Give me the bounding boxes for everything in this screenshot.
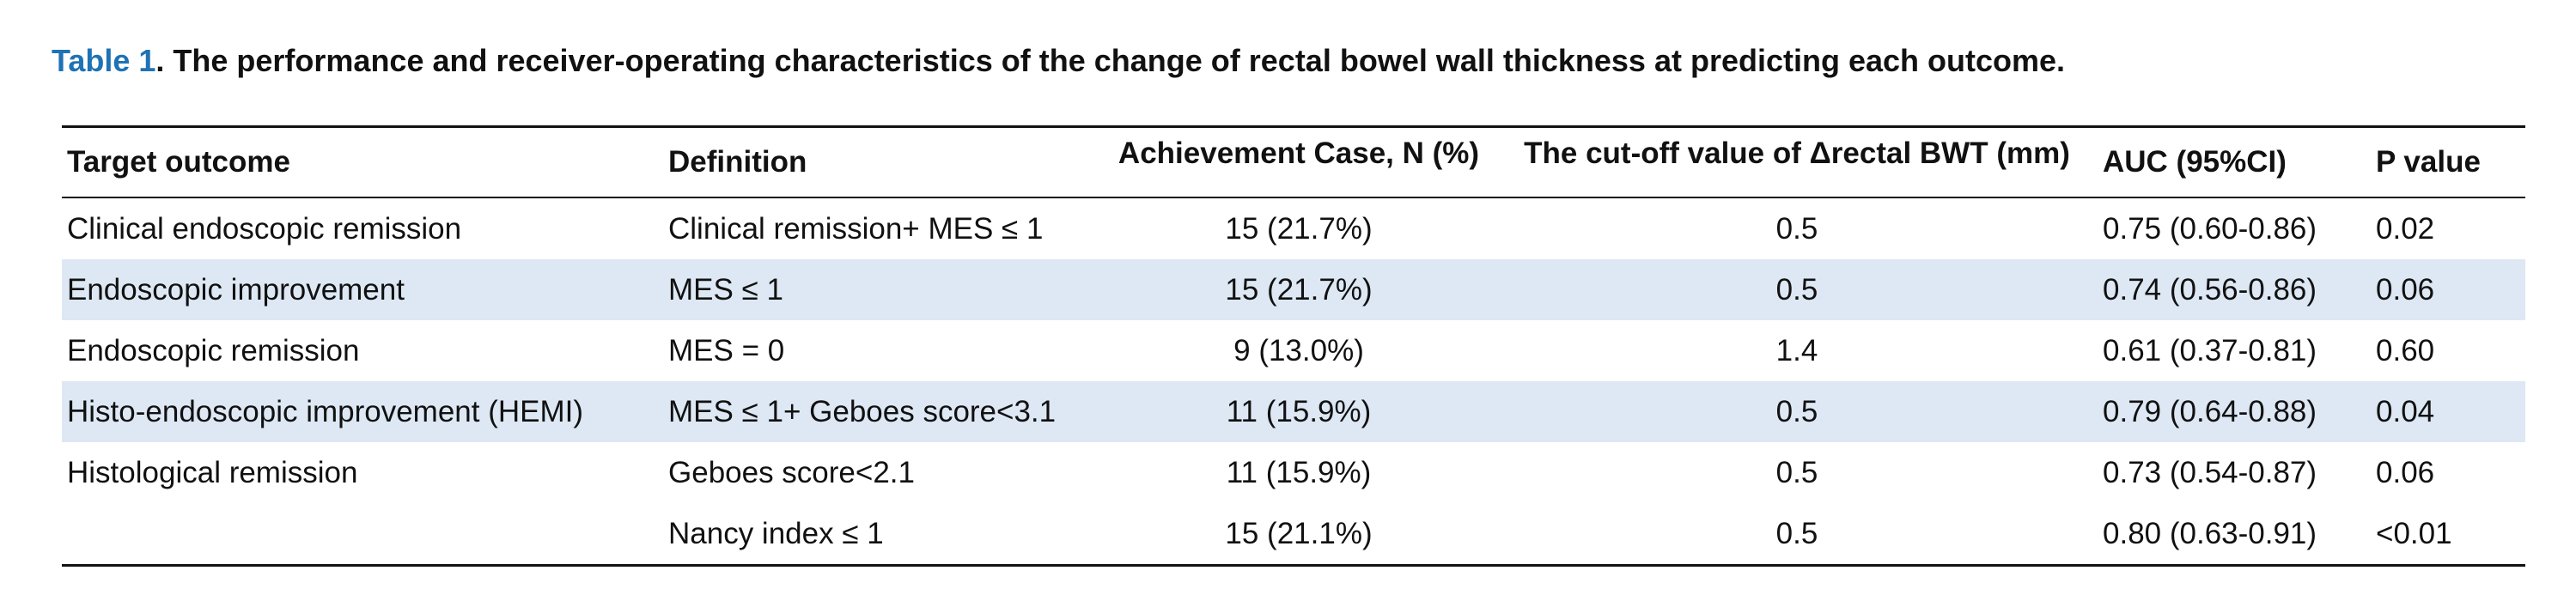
column-header: AUC (95%CI) <box>2098 126 2371 198</box>
definition-cell: Nancy index ≤ 1 <box>668 516 884 550</box>
achievement-case-cell: 15 (21.7%) <box>1225 211 1373 246</box>
table-row: Endoscopic remission MES = 0 9 (13.0%) 1.4 0… <box>62 320 2525 381</box>
cutoff-value-cell: 1.4 <box>1775 333 1818 367</box>
cutoff-value-cell: 0.5 <box>1775 455 1818 489</box>
table-row: Histo-endoscopic improvement (HEMI) MES ≤… <box>62 381 2525 442</box>
column-header: The cut-off value of Δrectal BWT (mm) <box>1496 126 2098 198</box>
auc-cell: 0.75 (0.60-0.86) <box>2103 211 2317 246</box>
p-value-cell: 0.04 <box>2371 381 2525 442</box>
column-header: Achievement Case, N (%) <box>1101 126 1496 198</box>
achievement-case-cell: 15 (21.7%) <box>1101 259 1496 320</box>
table-row: Histological remission Geboes score<2.1 11… <box>62 442 2525 503</box>
column-header: P value <box>2371 126 2525 198</box>
definition-cell: Clinical remission+ MES ≤ 1 <box>668 211 1044 246</box>
definition-cell: MES = 0 <box>668 333 785 367</box>
cutoff-value-cell: 0.5 <box>1496 259 2098 320</box>
column-header: Definition <box>663 126 1101 198</box>
target-outcome-cell: Clinical endoscopic remission <box>67 211 462 246</box>
cutoff-value-cell: 0.5 <box>1775 211 1818 246</box>
achievement-case-cell: 11 (15.9%) <box>1226 455 1372 489</box>
achievement-case-cell: 15 (21.1%) <box>1225 516 1373 550</box>
p-value-cell: 0.02 <box>2376 211 2435 246</box>
p-value-cell: 0.06 <box>2376 455 2435 489</box>
table-caption-label: Table 1 <box>52 43 156 78</box>
table-row: Clinical endoscopic remission Clinical re… <box>62 197 2525 259</box>
table-header-row: Target outcome Definition Achievement Ca… <box>62 126 2525 198</box>
definition-cell: MES ≤ 1 <box>663 259 1101 320</box>
target-outcome-cell <box>62 503 663 566</box>
target-outcome-cell: Histological remission <box>67 455 358 489</box>
table-body: Clinical endoscopic remission Clinical re… <box>62 197 2525 566</box>
auc-cell: 0.73 (0.54-0.87) <box>2103 455 2317 489</box>
p-value-cell: 0.06 <box>2371 259 2525 320</box>
achievement-case-cell: 11 (15.9%) <box>1101 381 1496 442</box>
auc-cell: 0.74 (0.56-0.86) <box>2098 259 2371 320</box>
cutoff-value-cell: 0.5 <box>1496 381 2098 442</box>
column-header: Target outcome <box>62 126 663 198</box>
table-row: Nancy index ≤ 1 15 (21.1%) 0.5 0.80 (0.63-0… <box>62 503 2525 566</box>
results-table: Target outcome Definition Achievement Ca… <box>62 125 2525 567</box>
target-outcome-cell: Histo-endoscopic improvement (HEMI) <box>62 381 663 442</box>
achievement-case-cell: 9 (13.0%) <box>1233 333 1364 367</box>
target-outcome-cell: Endoscopic remission <box>67 333 360 367</box>
target-outcome-cell: Endoscopic improvement <box>62 259 663 320</box>
definition-cell: MES ≤ 1+ Geboes score<3.1 <box>663 381 1101 442</box>
table-caption: Table 1. The performance and receiver-op… <box>52 43 2065 79</box>
cutoff-value-cell: 0.5 <box>1775 516 1818 550</box>
table-row: Endoscopic improvement MES ≤ 1 15 (21.7%) 0… <box>62 259 2525 320</box>
definition-cell: Geboes score<2.1 <box>668 455 915 489</box>
table-container: Target outcome Definition Achievement Ca… <box>62 125 2525 567</box>
auc-cell: 0.61 (0.37-0.81) <box>2103 333 2317 367</box>
p-value-cell: 0.60 <box>2376 333 2435 367</box>
auc-cell: 0.80 (0.63-0.91) <box>2103 516 2317 550</box>
table-caption-text: . The performance and receiver-operating… <box>155 43 2066 78</box>
p-value-cell: <0.01 <box>2376 516 2452 550</box>
auc-cell: 0.79 (0.64-0.88) <box>2098 381 2371 442</box>
